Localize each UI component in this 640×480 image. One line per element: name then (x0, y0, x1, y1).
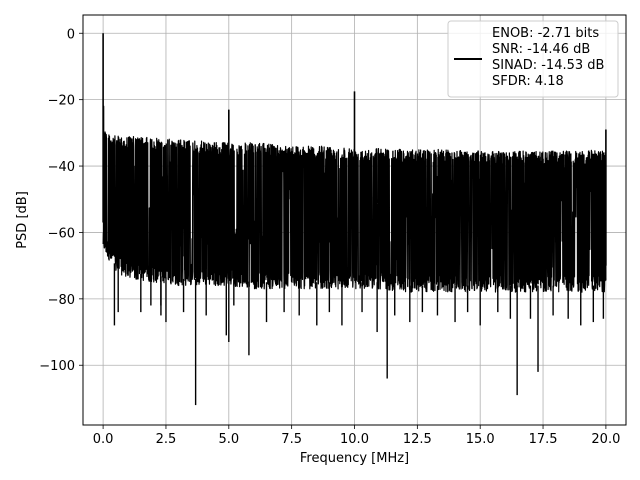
x-tick-label: 12.5 (403, 432, 432, 447)
x-tick-label: 7.5 (281, 432, 302, 447)
y-tick-label: −20 (48, 94, 75, 109)
y-tick-label: −100 (39, 359, 75, 374)
y-tick-label: −40 (48, 160, 75, 175)
y-tick-label: −60 (48, 226, 75, 241)
y-axis: 0 −20 −40 −60 −80 −100 (39, 27, 83, 374)
x-tick-label: 17.5 (529, 432, 558, 447)
x-axis: 0.0 2.5 5.0 7.5 10.0 12.5 15.0 17.5 20.0 (93, 425, 620, 447)
legend-snr: SNR: -14.46 dB (492, 42, 590, 57)
x-axis-label: Frequency [MHz] (300, 451, 409, 466)
x-tick-label: 10.0 (340, 432, 369, 447)
y-tick-label: −80 (48, 293, 75, 308)
legend: ENOB: -2.71 bits SNR: -14.46 dB SINAD: -… (447, 20, 619, 98)
x-tick-label: 15.0 (466, 432, 495, 447)
legend-sinad: SINAD: -14.53 dB (492, 58, 604, 73)
x-tick-label: 20.0 (591, 432, 620, 447)
legend-enob: ENOB: -2.71 bits (492, 26, 599, 41)
x-tick-label: 2.5 (156, 432, 177, 447)
y-tick-label: 0 (67, 27, 75, 42)
legend-sfdr: SFDR: 4.18 (492, 74, 564, 89)
x-tick-label: 0.0 (93, 432, 114, 447)
psd-series (102, 33, 607, 406)
y-axis-label: PSD [dB] (15, 191, 30, 249)
x-tick-label: 5.0 (218, 432, 239, 447)
legend-box (447, 20, 619, 98)
